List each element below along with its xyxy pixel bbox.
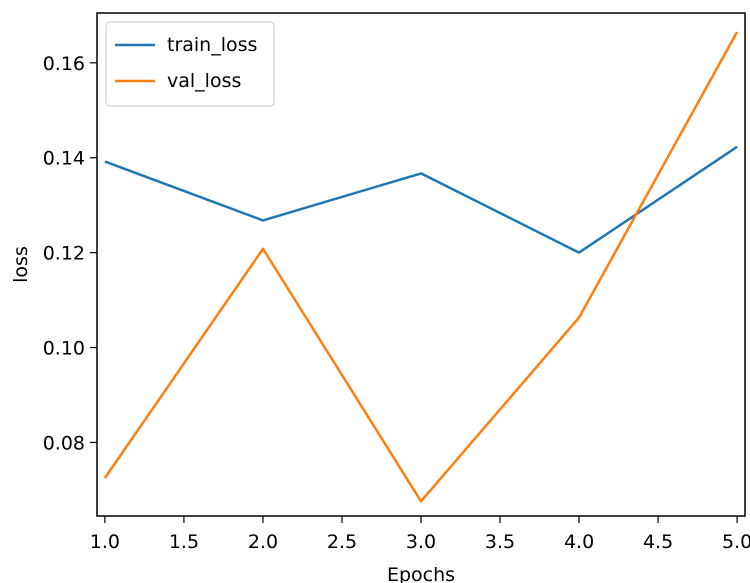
series-line-train-loss	[104, 145, 738, 254]
y-axis: 0.08 0.10 0.12 0.14 0.16	[43, 53, 97, 454]
x-tick-label: 2.5	[327, 531, 357, 553]
x-tick-label: 1.0	[90, 531, 120, 553]
legend-box	[105, 21, 275, 107]
y-tick-label: 0.10	[43, 338, 85, 360]
y-tick-label: 0.14	[43, 148, 85, 170]
legend: train_loss val_loss	[105, 21, 275, 107]
y-axis-title: loss	[10, 246, 32, 283]
y-tick-label: 0.12	[43, 243, 85, 265]
x-tick-label: 4.0	[564, 531, 594, 553]
x-tick-label: 1.5	[169, 531, 199, 553]
x-tick-label: 3.0	[406, 531, 436, 553]
x-axis-title: Epochs	[387, 564, 455, 583]
legend-label-train-loss: train_loss	[167, 34, 257, 56]
x-tick-label: 5.0	[722, 531, 750, 553]
x-tick-label: 4.5	[643, 531, 673, 553]
x-tick-label: 3.5	[485, 531, 515, 553]
y-tick-label: 0.08	[43, 432, 85, 454]
series-line-val-loss	[103, 31, 739, 503]
y-tick-label: 0.16	[43, 53, 85, 75]
series-lines	[103, 31, 739, 503]
x-axis: 1.0 1.5 2.0 2.5 3.0 3.5 4.0 4.5 5.0	[90, 516, 750, 553]
legend-label-val-loss: val_loss	[167, 70, 241, 92]
x-tick-label: 2.0	[248, 531, 278, 553]
